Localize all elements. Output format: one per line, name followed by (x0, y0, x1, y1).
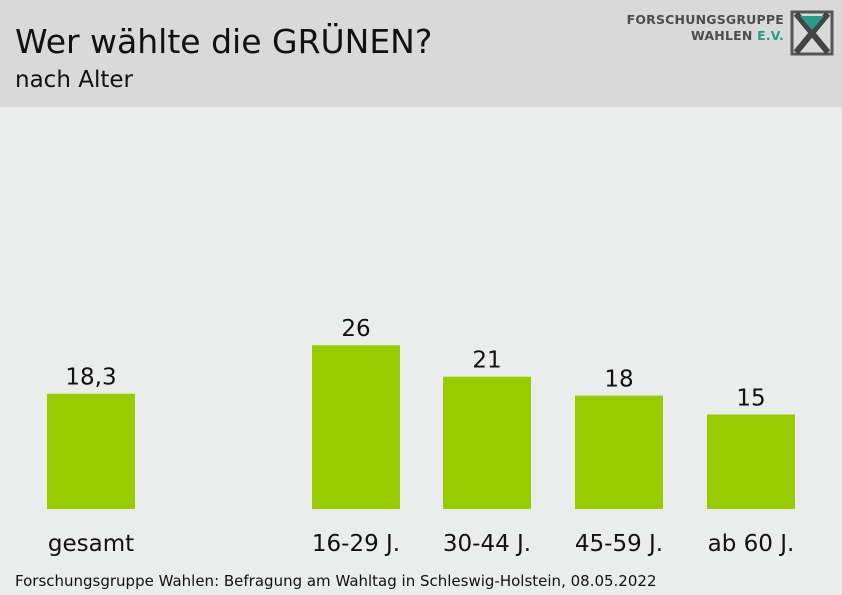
logo-text-wahlen: WAHLEN (691, 28, 753, 43)
logo-text-line2: WAHLEN E.V. (691, 28, 784, 43)
chart-header: Wer wählte die GRÜNEN? nach Alter FORSCH… (0, 0, 842, 107)
chart-title: Wer wählte die GRÜNEN? (15, 22, 433, 61)
value-label-4: 15 (736, 386, 765, 412)
category-label-0: gesamt (48, 531, 134, 557)
logo-text-ev: E.V. (757, 28, 784, 43)
fgw-logo: FORSCHUNGSGRUPPE WAHLEN E.V. (627, 8, 836, 60)
category-label-4: ab 60 J. (708, 531, 795, 557)
category-label-3: 45-59 J. (575, 531, 663, 557)
category-label-1: 16-29 J. (312, 531, 400, 557)
category-label-2: 30-44 J. (443, 531, 531, 557)
bar-4 (707, 414, 795, 509)
bar-0 (47, 393, 135, 509)
ballot-cross-logo-icon (790, 10, 834, 56)
value-label-2: 21 (472, 348, 501, 374)
chart-subtitle: nach Alter (15, 67, 133, 93)
bar-chart: 18,3 gesamt 26 16-29 J. 21 30-44 J. 18 45-59 J.… (47, 316, 795, 557)
value-label-0: 18,3 (65, 365, 116, 391)
bar-1 (312, 345, 400, 509)
value-label-3: 18 (604, 367, 633, 393)
value-label-1: 26 (341, 316, 370, 342)
logo-text-line1: FORSCHUNGSGRUPPE (626, 12, 784, 27)
bar-3 (575, 395, 663, 509)
bar-2 (443, 376, 531, 509)
source-footnote: Forschungsgruppe Wahlen: Befragung am Wa… (15, 572, 657, 590)
